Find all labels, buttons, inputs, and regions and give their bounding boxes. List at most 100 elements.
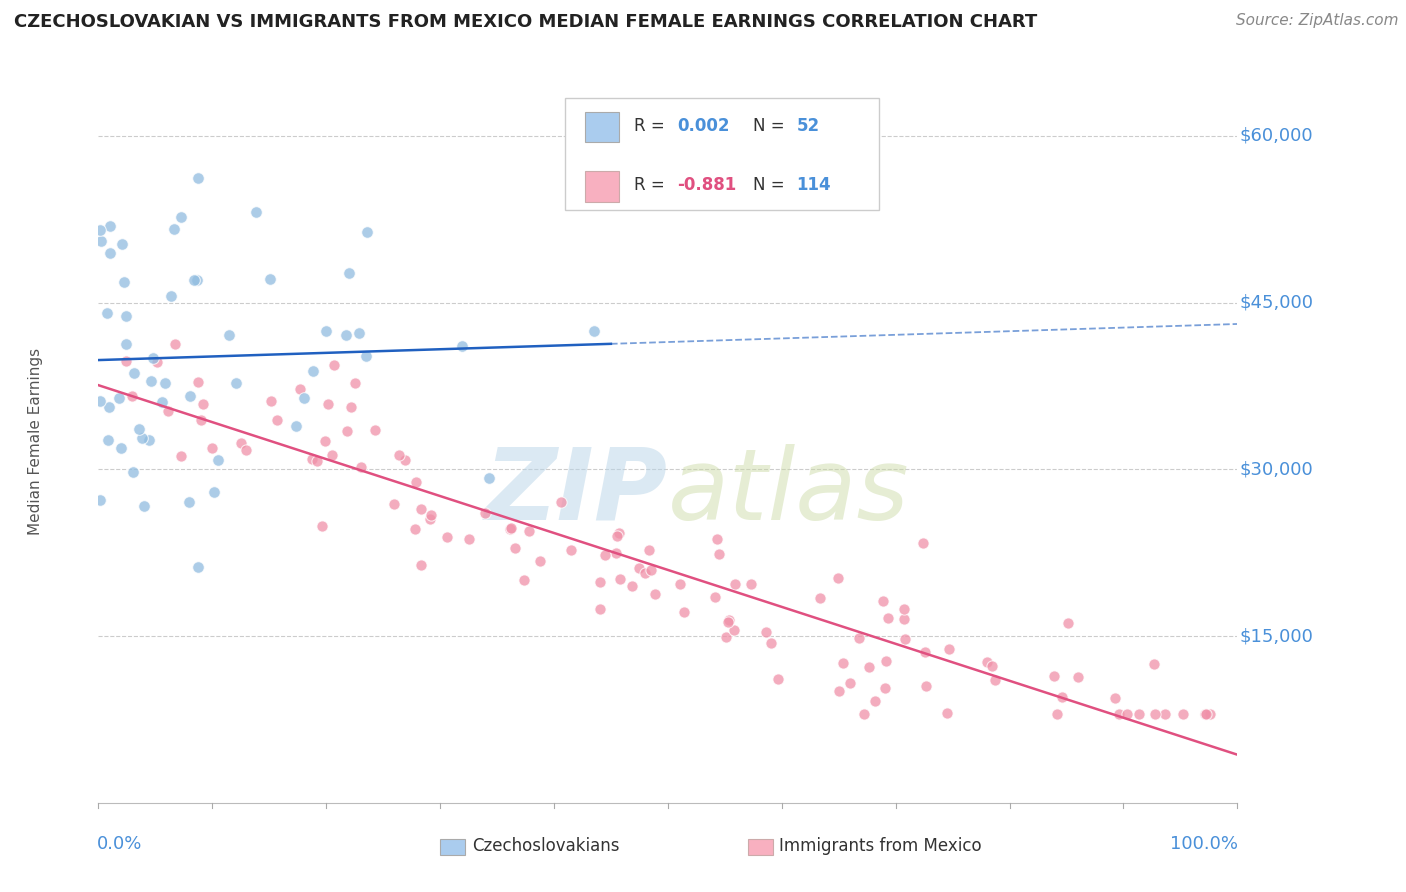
Point [349,326,371,340]
Point [97,434,120,448]
Point [155,376,177,390]
Point [108,391,131,405]
Point [1128,706,1150,721]
Point [311,518,333,533]
Point [1171,706,1194,721]
Point [872,594,894,608]
Point [589,602,612,616]
Point [714,631,737,645]
Point [315,324,337,338]
Point [893,611,915,625]
Point [458,533,481,547]
Point [1056,615,1078,630]
Text: R =: R = [634,117,669,135]
Point [97,400,120,414]
Point [183,273,205,287]
Point [638,542,661,557]
Point [513,573,536,587]
Point [808,591,831,606]
Point [290,382,312,396]
Point [404,522,426,536]
Point [111,237,134,252]
Bar [585,112,619,143]
Point [827,571,849,585]
Point [170,210,193,224]
Point [529,554,551,568]
Point [336,424,359,438]
Text: Median Female Earnings: Median Female Earnings [28,348,44,535]
Point [634,566,657,580]
Point [170,449,193,463]
Point [914,679,936,693]
Point [894,632,917,647]
Point [499,521,522,535]
Point [935,706,957,720]
Point [875,681,897,695]
Point [609,572,631,586]
Point [499,522,522,536]
Point [307,454,329,468]
Point [321,448,343,462]
Point [740,577,762,591]
Point [100,246,122,260]
Point [550,495,572,509]
Point [388,448,411,462]
Point [225,376,247,391]
Point [259,272,281,286]
Point [876,611,898,625]
Point [478,471,501,485]
Point [177,494,200,508]
Point [717,615,740,629]
Point [582,324,605,338]
Point [706,532,728,546]
Point [595,548,617,562]
Point [201,441,224,455]
Point [976,656,998,670]
Point [419,512,441,526]
Point [981,659,1004,673]
Text: R =: R = [634,176,669,194]
Point [323,358,346,372]
Point [314,434,336,449]
Point [284,418,307,433]
Text: N =: N = [754,117,790,135]
Text: 0.0%: 0.0% [97,835,142,854]
Bar [440,838,465,855]
Point [853,706,876,721]
Point [110,441,132,455]
Point [364,424,387,438]
Point [1043,669,1066,683]
Point [766,672,789,686]
Point [316,396,339,410]
Point [589,575,612,590]
Point [114,354,136,368]
Point [644,587,666,601]
Point [1199,706,1222,721]
Point [231,435,253,450]
Point [128,422,150,436]
Point [605,546,627,560]
Point [914,645,936,659]
Point [1050,690,1073,704]
Point [560,543,582,558]
Point [266,413,288,427]
Point [724,577,747,591]
Text: $60,000: $60,000 [1240,127,1313,145]
Point [146,354,169,368]
Text: 100.0%: 100.0% [1170,835,1239,854]
Point [163,222,186,236]
Point [474,506,496,520]
Point [131,431,153,445]
Text: 0.002: 0.002 [676,117,730,135]
Point [260,394,283,409]
Point [828,684,851,698]
Point [875,654,897,668]
Point [755,624,778,639]
Point [245,205,267,219]
Point [157,403,180,417]
Point [723,624,745,638]
Text: atlas: atlas [668,443,910,541]
Point [187,375,209,389]
Point [122,465,145,479]
Point [1046,706,1069,721]
